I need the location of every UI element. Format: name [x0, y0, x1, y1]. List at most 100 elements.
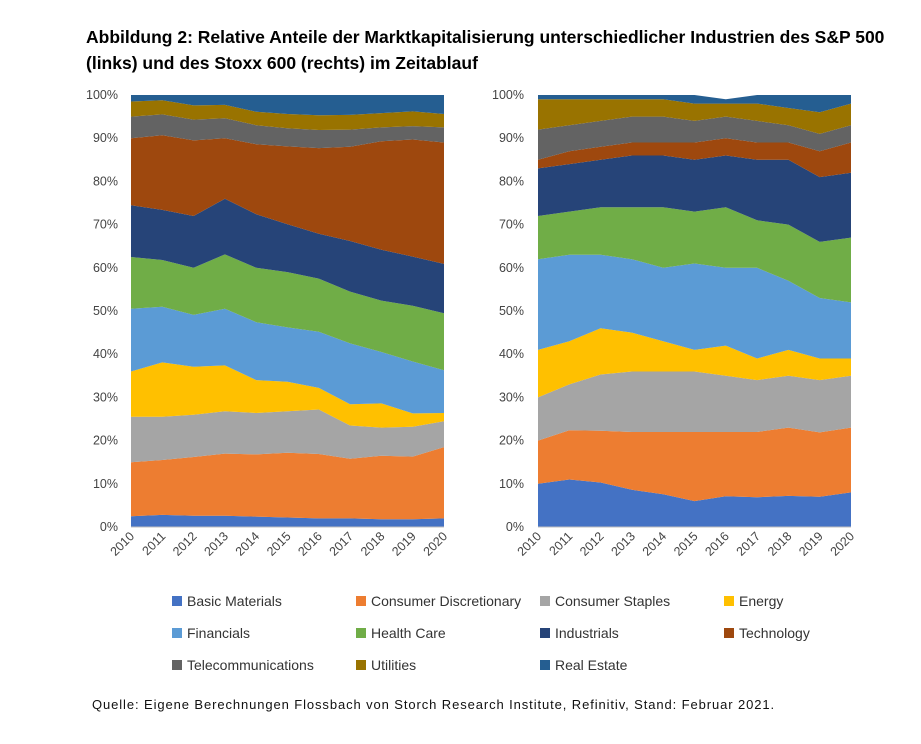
area-financials [538, 254, 851, 359]
x-tick-label: 2014 [640, 529, 670, 559]
area-industrials [131, 198, 444, 314]
area-basic-materials [538, 479, 851, 527]
y-tick-label: 100% [492, 88, 524, 102]
legend-label: Consumer Staples [555, 593, 671, 609]
legend-swatch [172, 596, 182, 606]
x-tick-label: 2020 [828, 529, 858, 559]
x-tick-label: 2016 [295, 529, 325, 559]
legend-label: Utilities [371, 657, 417, 673]
x-tick-label: 2014 [233, 529, 263, 559]
legend-swatch [540, 596, 550, 606]
y-tick-label: 70% [499, 218, 524, 232]
legend-swatch [356, 628, 366, 638]
legend-item: Health Care [356, 625, 446, 641]
y-tick-label: 50% [499, 304, 524, 318]
area-technology [131, 135, 444, 264]
area-real-estate [131, 95, 444, 116]
area-consumer-discretionary [538, 427, 851, 502]
area-financials [131, 306, 444, 414]
legend-swatch [540, 628, 550, 638]
stoxx600-chart: 0%10%20%30%40%50%60%70%80%90%100%2010 201… [492, 88, 857, 559]
legend-label: Consumer Discretionary [371, 593, 522, 609]
legend-label: Basic Materials [187, 593, 282, 609]
x-tick-label: 2011 [547, 529, 576, 558]
x-tick-label: 2020 [421, 529, 451, 559]
figure-title: Abbildung 2: Relative Anteile der Marktk… [86, 27, 885, 73]
y-tick-label: 90% [499, 131, 524, 145]
y-tick-label: 90% [93, 131, 118, 145]
legend-swatch [356, 596, 366, 606]
x-tick-label: 2018 [358, 529, 388, 559]
legend-item: Energy [724, 593, 783, 609]
area-basic-materials [131, 514, 444, 527]
x-tick-label: 2013 [201, 529, 231, 559]
x-tick-label: 2013 [608, 529, 638, 559]
area-utilities [538, 99, 851, 134]
x-tick-label: 2019 [389, 529, 419, 559]
legend-item: Real Estate [540, 657, 627, 673]
y-tick-label: 40% [93, 347, 118, 361]
legend-label: Financials [187, 625, 251, 641]
legend-label: Real Estate [555, 657, 628, 673]
legend-swatch [356, 660, 366, 670]
legend-item: Consumer Discretionary [356, 593, 521, 609]
legend-item: Basic Materials [172, 593, 282, 609]
y-tick-label: 70% [93, 218, 118, 232]
area-health-care [538, 207, 851, 303]
area-telecommunications [131, 114, 444, 149]
area-consumer-staples [131, 409, 444, 463]
area-telecommunications [538, 116, 851, 160]
x-tick-label: 2017 [734, 529, 764, 559]
legend-item: Utilities [356, 657, 416, 673]
y-tick-label: 100% [86, 88, 118, 102]
legend-label: Energy [739, 593, 784, 609]
x-tick-label: 2016 [702, 529, 732, 559]
area-consumer-staples [538, 371, 851, 441]
legend-swatch [724, 596, 734, 606]
y-tick-label: 30% [93, 390, 118, 404]
y-tick-label: 0% [100, 520, 118, 534]
sp500-chart: 0%10%20%30%40%50%60%70%80%90%100%2010 201… [86, 88, 450, 559]
x-tick-label: 2015 [671, 529, 701, 559]
area-real-estate [538, 95, 851, 113]
legend-item: Financials [172, 625, 250, 641]
area-energy [538, 328, 851, 398]
legend-item: Consumer Staples [540, 593, 670, 609]
area-industrials [538, 155, 851, 242]
legend-label: Health Care [371, 625, 446, 641]
y-tick-label: 80% [499, 174, 524, 188]
y-tick-label: 10% [93, 477, 118, 491]
y-tick-label: 20% [499, 434, 524, 448]
area-health-care [131, 254, 444, 371]
area-consumer-discretionary [131, 447, 444, 520]
y-tick-label: 0% [506, 520, 524, 534]
legend-swatch [172, 628, 182, 638]
legend-label: Telecommunications [187, 657, 314, 673]
legend-swatch [172, 660, 182, 670]
y-tick-label: 40% [499, 347, 524, 361]
legend-item: Telecommunications [172, 657, 314, 673]
x-tick-label: 2019 [796, 529, 826, 559]
y-tick-label: 10% [499, 477, 524, 491]
legend-item: Technology [724, 625, 810, 641]
area-energy [131, 362, 444, 428]
y-tick-label: 60% [499, 261, 524, 275]
y-tick-label: 50% [93, 304, 118, 318]
area-utilities [131, 100, 444, 130]
x-tick-label: 2018 [765, 529, 795, 559]
legend-item: Industrials [540, 625, 619, 641]
y-tick-label: 60% [93, 261, 118, 275]
legend-swatch [540, 660, 550, 670]
legend-label: Technology [739, 625, 810, 641]
y-tick-label: 20% [93, 434, 118, 448]
source-note: Quelle: Eigene Berechnungen Flossbach vo… [92, 697, 776, 712]
y-tick-label: 30% [499, 390, 524, 404]
y-tick-label: 80% [93, 174, 118, 188]
x-tick-label: 2017 [327, 529, 357, 559]
x-tick-label: 2011 [140, 529, 169, 558]
x-tick-label: 2015 [264, 529, 294, 559]
x-tick-label: 2012 [170, 529, 200, 559]
legend-swatch [724, 628, 734, 638]
legend-label: Industrials [555, 625, 619, 641]
